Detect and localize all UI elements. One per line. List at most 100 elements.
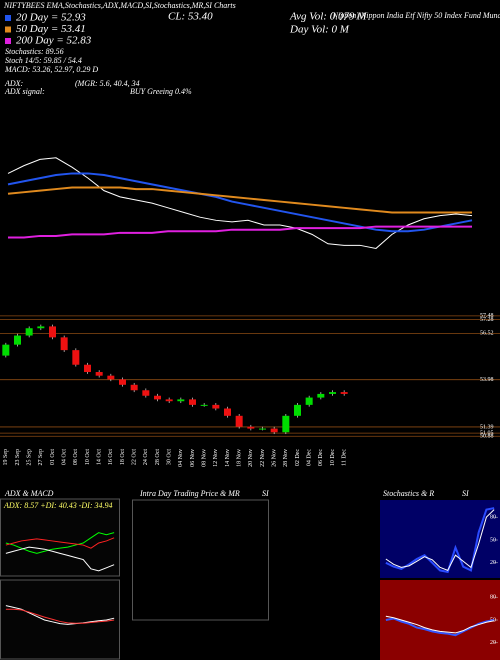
series-line	[5, 532, 115, 554]
candle-body	[107, 375, 115, 380]
x-tick-label: 02 Dec	[295, 449, 301, 466]
x-tick-label: 27 Sep	[38, 449, 44, 466]
candle-body	[165, 399, 173, 402]
macd: MACD: 53.26, 52.97, 0.29 D	[4, 65, 98, 74]
y-tick-label: 51.39	[480, 424, 494, 430]
panel-title: ADX & MACD	[4, 489, 54, 498]
x-tick-label: 22 Oct	[132, 449, 138, 465]
series-line	[8, 225, 472, 239]
x-tick-label: 20 Nov	[248, 449, 254, 467]
candle-body	[235, 415, 243, 427]
panel-stats: ADX: 8.57 +DI: 40.43 -DI: 34.94	[3, 501, 113, 510]
page-title: NIFTYBEES EMA,Stochastics,ADX,MACD,SI,St…	[3, 1, 236, 10]
x-tick-label: 04 Nov	[178, 449, 184, 467]
avg-vol: Avg Vol: 0.079 M	[289, 11, 367, 23]
series-line	[5, 546, 115, 572]
x-tick-label: 06 Dec	[318, 449, 324, 466]
panel-title: SI	[462, 489, 469, 498]
y-tick-label: 50.88	[480, 434, 494, 440]
x-tick-label: 04 Oct	[62, 449, 68, 465]
candle-body	[247, 426, 255, 429]
legend-swatch	[5, 26, 11, 33]
candle-body	[72, 350, 80, 365]
legend-entry: 20 Day = 52.93	[16, 12, 86, 24]
adx-panel	[0, 498, 120, 577]
x-tick-label: 14 Nov	[225, 449, 231, 467]
panel-title: SI	[262, 489, 269, 498]
x-tick-label: 04 Dec	[307, 449, 313, 466]
x-tick-label: 11 Dec	[342, 449, 348, 466]
stoch: Stoch 14/5: 59.85 / 54.4	[5, 56, 82, 65]
candle-body	[224, 408, 231, 416]
x-tick-label: 06 Nov	[190, 449, 196, 467]
candle-body	[49, 326, 56, 338]
x-tick-label: 23 Sep	[15, 449, 21, 466]
candle-body	[189, 399, 196, 405]
candle-body	[2, 344, 10, 356]
candle-body	[259, 428, 266, 430]
candle-body	[60, 337, 68, 351]
candle-body	[329, 392, 336, 394]
series-line	[7, 172, 473, 233]
legend-swatch	[5, 15, 11, 21]
series-line	[5, 537, 115, 549]
series-line	[7, 186, 472, 214]
x-tick-label: 01 Oct	[50, 449, 56, 465]
macd-panel	[0, 579, 120, 660]
panel-title: Stochastics & R	[383, 489, 434, 498]
legend-entry: 50 Day = 53.41	[16, 23, 86, 35]
y-tick-label: 51.05	[480, 431, 494, 437]
x-tick-label: 30 Oct	[167, 449, 173, 465]
adx-values: (MGR: 5.6, 40.4, 34	[75, 79, 140, 88]
intraday-panel	[132, 499, 269, 621]
stochastics: Stochastics: 89.56	[5, 47, 64, 56]
x-tick-label: 28 Nov	[283, 449, 289, 467]
adx-signal: ADX signal:	[4, 87, 45, 96]
x-tick-label: 18 Oct	[120, 449, 126, 465]
x-tick-label: 08 Nov	[202, 449, 208, 467]
y-tick-label: 50	[490, 537, 496, 543]
source: (Nippon) Nippon India Etf Nifty 50 Index…	[330, 11, 500, 20]
candle-body	[14, 335, 21, 345]
candle-body	[95, 372, 103, 376]
series-line	[385, 509, 495, 572]
close: CL: 53.40	[168, 11, 213, 23]
x-tick-label: 12 Nov	[213, 449, 219, 467]
y-tick-label: 20	[490, 560, 496, 566]
x-tick-label: 22 Nov	[260, 449, 266, 467]
x-tick-label: 16 Oct	[108, 449, 114, 465]
series-line	[385, 615, 495, 634]
x-tick-label: 10 Oct	[85, 449, 91, 465]
candle-body	[294, 404, 301, 416]
candle-body	[25, 328, 33, 336]
x-tick-label: 25 Sep	[27, 449, 33, 466]
candle-body	[270, 428, 278, 433]
series-line	[7, 157, 473, 249]
y-tick-label: 53.98	[480, 377, 494, 383]
x-tick-label: 08 Oct	[73, 449, 79, 465]
x-tick-label: 18 Nov	[237, 449, 243, 467]
y-tick-label: 57.28	[480, 317, 494, 323]
x-tick-label: 24 Oct	[143, 449, 149, 465]
candle-body	[177, 399, 185, 402]
adx: ADX:	[4, 79, 24, 88]
legend-swatch	[5, 38, 11, 44]
candle-body	[317, 393, 325, 398]
y-tick-label: 57.48	[480, 313, 494, 319]
candle-body	[130, 384, 138, 391]
y-tick-label: 20	[490, 640, 496, 646]
y-tick-label: 80	[490, 595, 496, 601]
signal: BUY Greeing 0.4%	[130, 87, 192, 96]
candle-body	[142, 390, 150, 396]
candle-body	[119, 379, 126, 385]
panel-title: Intra Day Trading Price & MR	[139, 489, 240, 498]
candle-body	[282, 415, 290, 433]
x-tick-label: 14 Oct	[97, 449, 103, 465]
x-tick-label: 28 Oct	[155, 449, 161, 465]
day-vol: Day Vol: 0 M	[289, 24, 350, 36]
x-tick-label: 19 Sep	[3, 449, 9, 466]
y-tick-label: 56.52	[480, 331, 494, 337]
candle-body	[305, 397, 313, 405]
series-line	[5, 608, 115, 624]
